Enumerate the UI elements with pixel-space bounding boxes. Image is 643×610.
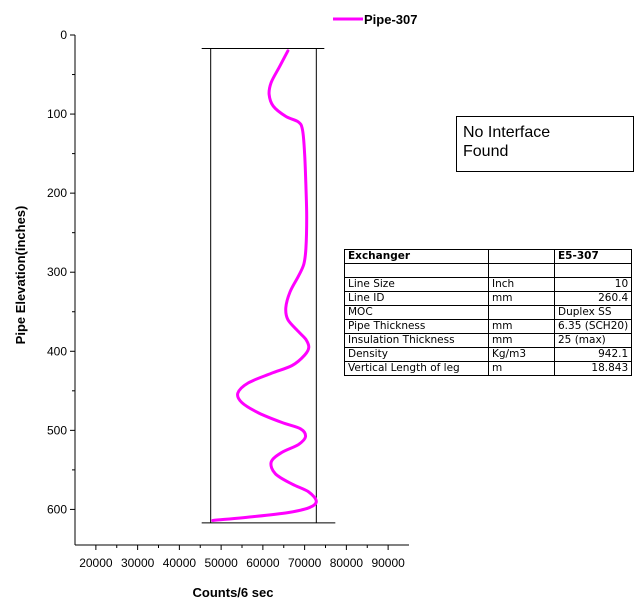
table-cell: Insulation Thickness	[344, 333, 489, 348]
y-tick-label: 500	[47, 423, 67, 437]
table-cell: mm	[488, 319, 555, 334]
pipe-info-table: Exchanger E5-307 Line Size Inch 10 Line ID mm 2…	[344, 249, 633, 376]
y-tick-label: 300	[47, 265, 67, 279]
table-cell: Inch	[488, 277, 555, 292]
x-tick-label: 50000	[204, 556, 238, 570]
table-row: Exchanger E5-307	[344, 249, 633, 264]
table-cell: 10	[553, 277, 633, 292]
table-row: Line Size Inch 10	[344, 277, 633, 292]
table-cell: Pipe Thickness	[344, 319, 489, 334]
table-cell: MOC	[344, 305, 489, 320]
table-cell: Duplex SS	[553, 305, 633, 320]
annotation-box: No Interface Found	[456, 116, 634, 172]
legend: Pipe-307	[333, 12, 417, 27]
y-tick-label: 100	[47, 107, 67, 121]
table-cell: 6.35 (SCH20)	[553, 319, 633, 334]
y-tick-label: 0	[60, 28, 67, 42]
x-tick-label: 30000	[121, 556, 155, 570]
y-axis-title: Pipe Elevation(inches)	[13, 206, 28, 345]
table-row: MOC Duplex SS	[344, 305, 633, 320]
y-tick-label: 200	[47, 186, 67, 200]
table-cell: Density	[344, 347, 489, 362]
table-cell: 18.843	[553, 361, 633, 376]
table-cell	[488, 305, 555, 320]
table-row: Vertical Length of leg m 18.843	[344, 361, 633, 376]
x-tick-label: 20000	[79, 556, 113, 570]
table-cell: Vertical Length of leg	[344, 361, 489, 376]
series-layer	[211, 49, 318, 522]
table-cell: 260.4	[553, 291, 633, 306]
table-cell: Line Size	[344, 277, 489, 292]
table-cell: mm	[488, 333, 555, 348]
table-cell: Kg/m3	[488, 347, 555, 362]
table-cell	[553, 263, 633, 278]
x-tick-label: 40000	[163, 556, 197, 570]
table-cell	[344, 263, 489, 278]
series-line-pipe-307	[211, 49, 318, 522]
x-tick-label: 80000	[330, 556, 364, 570]
table-row: Insulation Thickness mm 25 (max)	[344, 333, 633, 348]
y-tick-label: 600	[47, 502, 67, 516]
x-tick-label: 70000	[288, 556, 322, 570]
table-cell: Line ID	[344, 291, 489, 306]
table-cell: Exchanger	[344, 249, 489, 264]
x-axis-title: Counts/6 sec	[193, 585, 274, 600]
table-row: Line ID mm 260.4	[344, 291, 633, 306]
table-cell: 25 (max)	[553, 333, 633, 348]
table-cell: m	[488, 361, 555, 376]
reference-frame	[201, 47, 336, 524]
table-row: Density Kg/m3 942.1	[344, 347, 633, 362]
annotation-line-1: No Interface	[463, 124, 551, 141]
table-row	[344, 263, 633, 278]
x-tick-label: 90000	[371, 556, 405, 570]
table-row: Pipe Thickness mm 6.35 (SCH20)	[344, 319, 633, 334]
table-cell: E5-307	[553, 249, 633, 264]
table-cell	[488, 263, 555, 278]
table-cell: 942.1	[553, 347, 633, 362]
legend-label: Pipe-307	[364, 12, 417, 27]
table-cell: mm	[488, 291, 555, 306]
y-tick-label: 400	[47, 344, 67, 358]
axes: 0 100 200 300 400 500 600 20000 30000 40000 50000 6…	[47, 28, 409, 570]
table-cell	[488, 249, 555, 264]
annotation-line-2: Found	[463, 143, 509, 160]
x-tick-label: 60000	[246, 556, 280, 570]
